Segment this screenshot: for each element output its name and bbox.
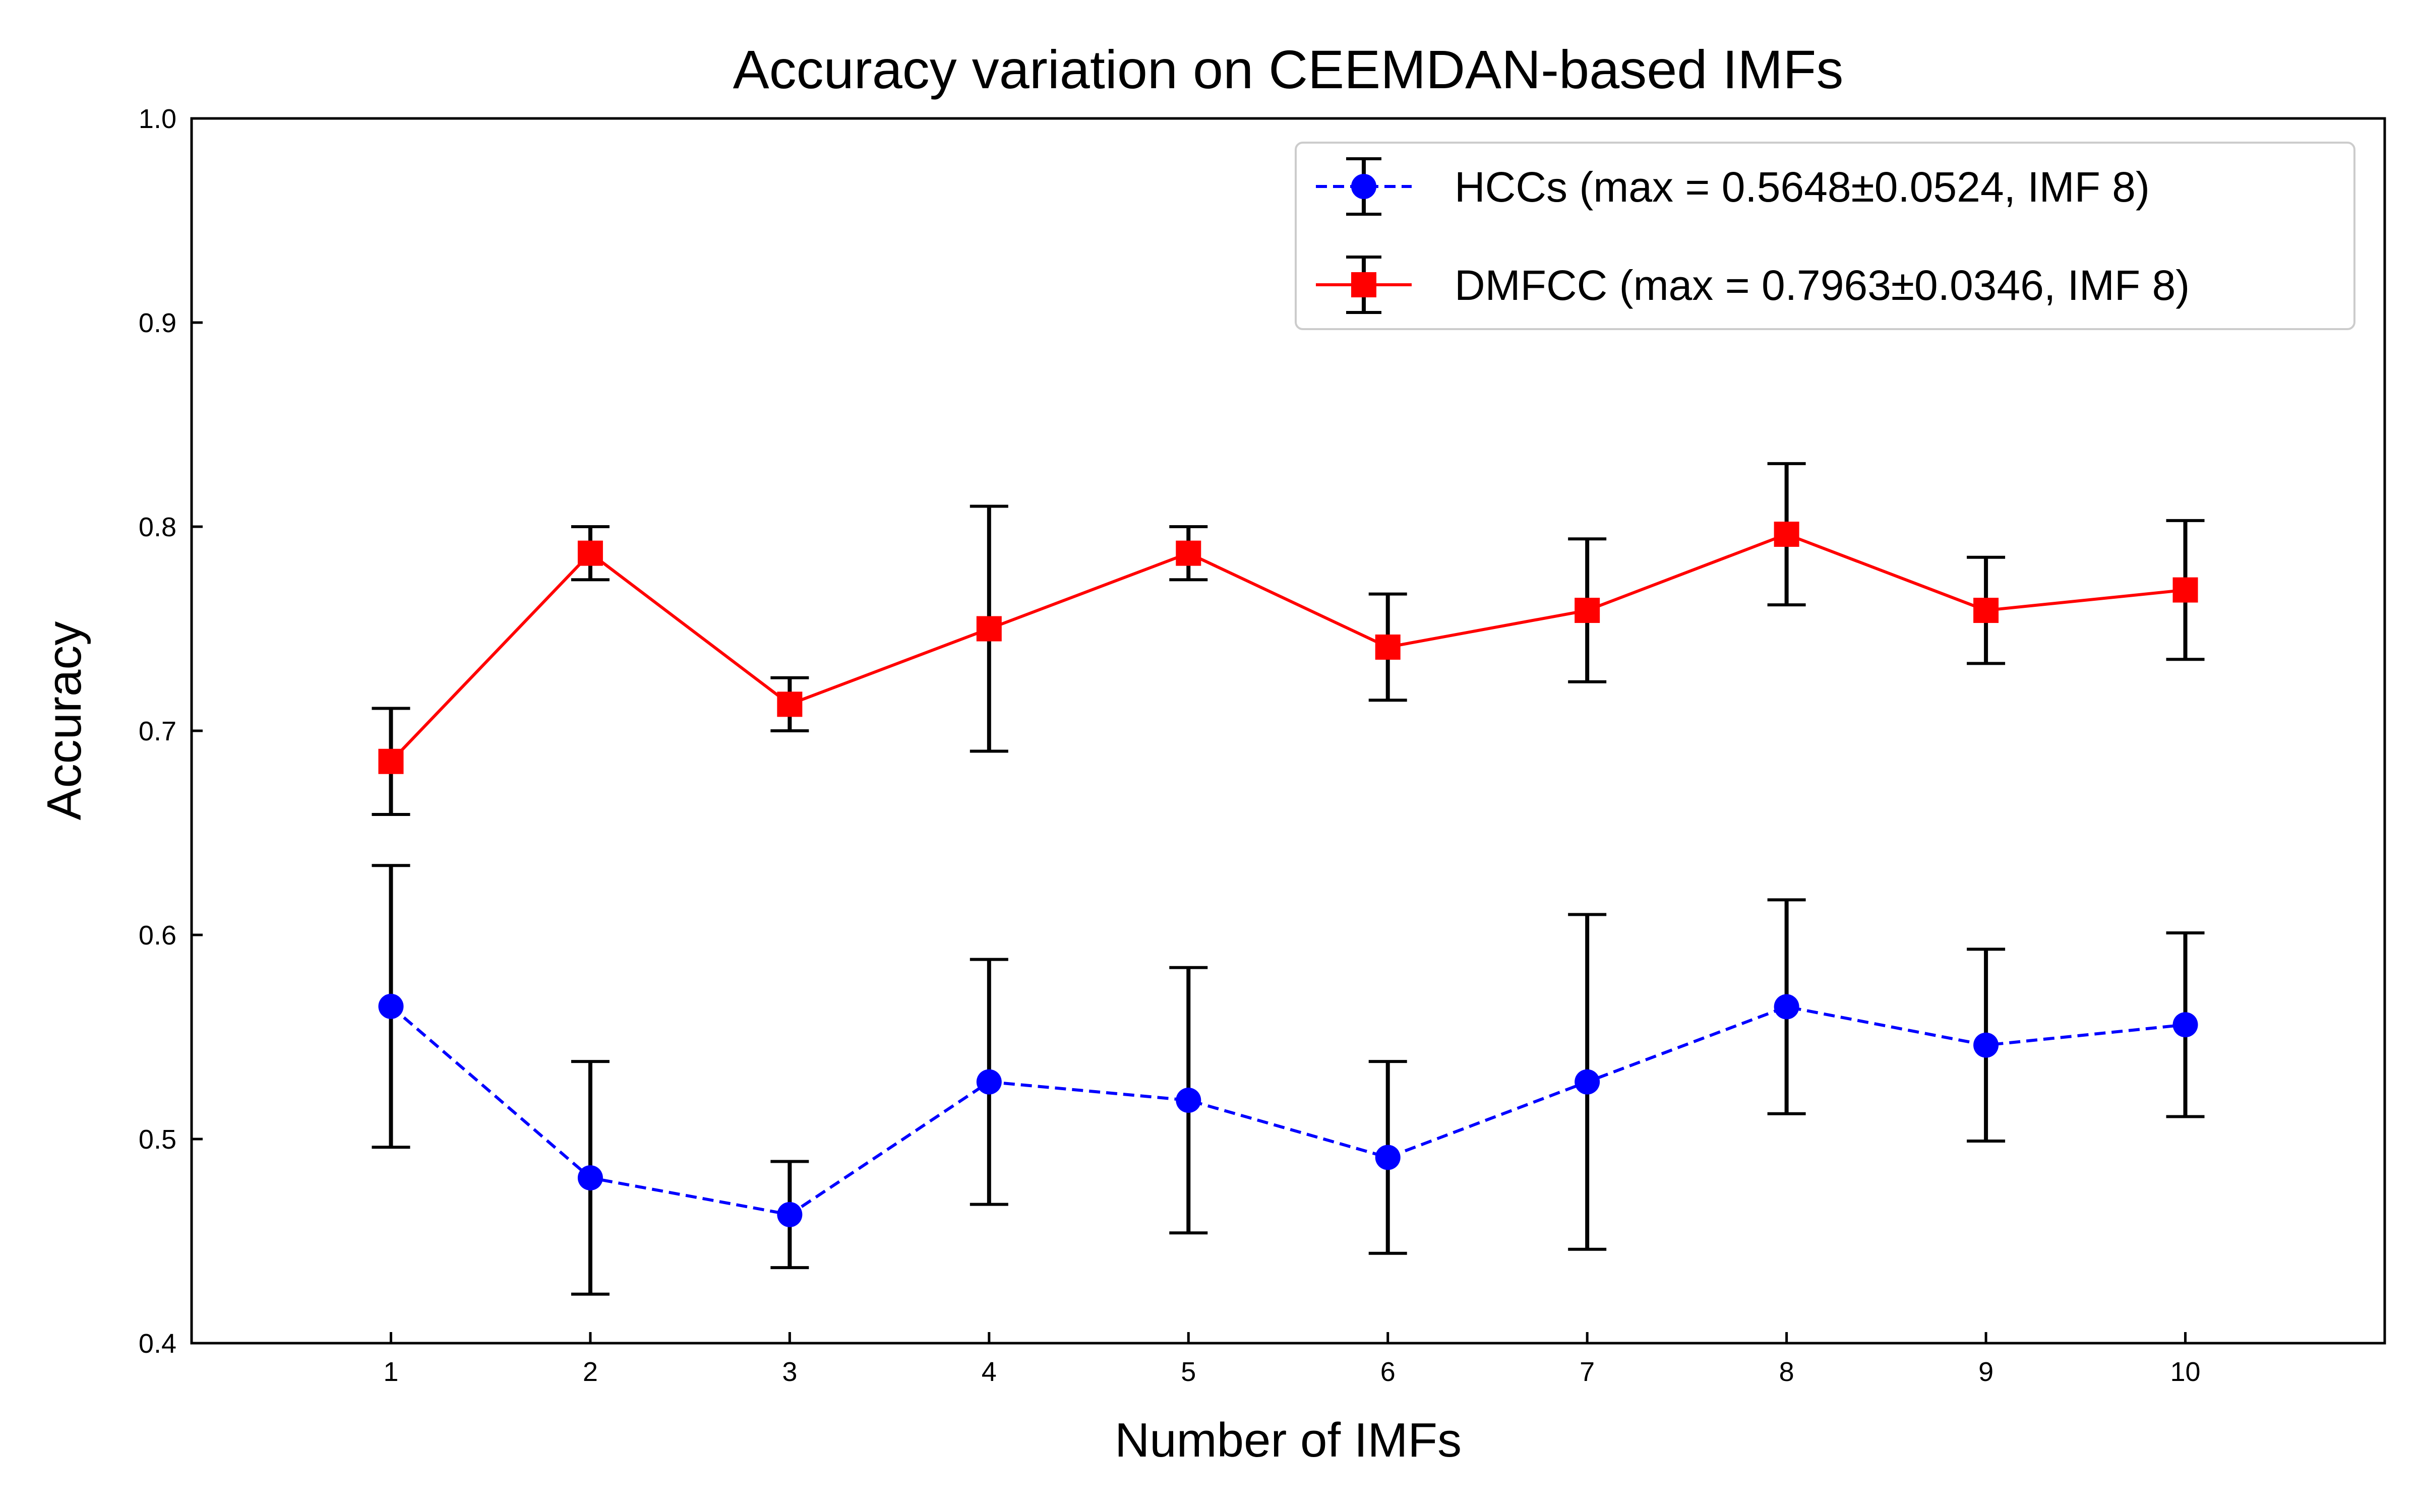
dmfcc-point-3 — [777, 691, 803, 717]
dmfcc-point-2 — [577, 540, 603, 566]
legend-item-dmfcc: DMFCC (max = 0.7963±0.0346, IMF 8) — [1316, 256, 2190, 314]
y-tick-label-0.7: 0.7 — [139, 716, 176, 746]
hccs-point-9 — [1973, 1032, 1999, 1058]
legend: HCCs (max = 0.5648±0.0524, IMF 8) DMFCC (… — [1295, 142, 2355, 330]
hccs-point-6 — [1375, 1145, 1401, 1170]
legend-marker-dmfcc — [1351, 272, 1376, 297]
hccs-point-7 — [1575, 1069, 1600, 1095]
y-tick-label-0.4: 0.4 — [139, 1329, 176, 1359]
hccs-point-2 — [577, 1165, 603, 1190]
dmfcc-point-7 — [1575, 598, 1600, 623]
dmfcc-point-1 — [378, 748, 404, 774]
series-dmfcc — [372, 462, 2205, 816]
plot-layer — [372, 462, 2205, 1296]
dmfcc-point-8 — [1774, 521, 1799, 547]
x-tick-label-4: 4 — [982, 1357, 997, 1387]
x-tick-label-6: 6 — [1380, 1357, 1396, 1387]
y-tick-label-0.5: 0.5 — [139, 1124, 176, 1155]
hccs-point-10 — [2172, 1012, 2198, 1038]
tick-layer: 1 2 3 4 5 6 7 8 9 10 0.4 0.5 0.6 0.7 0.8 0.9 1.0 — [139, 104, 2201, 1387]
x-tick-label-1: 1 — [383, 1357, 398, 1387]
legend-label-hccs: HCCs (max = 0.5648±0.0524, IMF 8) — [1455, 163, 2150, 211]
dmfcc-point-5 — [1176, 540, 1201, 566]
hccs-point-1 — [378, 993, 404, 1019]
y-tick-label-0.6: 0.6 — [139, 920, 176, 951]
x-tick-label-10: 10 — [2170, 1357, 2201, 1387]
dmfcc-point-4 — [976, 616, 1002, 642]
x-axis-title: Number of IMFs — [1115, 1413, 1462, 1467]
hccs-point-5 — [1176, 1088, 1201, 1113]
hccs-line — [390, 1005, 2186, 1217]
legend-box — [1295, 142, 2355, 330]
dmfcc-line — [390, 532, 2186, 763]
hccs-point-8 — [1774, 994, 1799, 1020]
x-tick-label-8: 8 — [1779, 1357, 1794, 1387]
hccs-point-3 — [777, 1202, 803, 1227]
dmfcc-point-9 — [1973, 598, 1999, 623]
y-tick-label-1.0: 1.0 — [139, 104, 176, 134]
legend-label-dmfcc: DMFCC (max = 0.7963±0.0346, IMF 8) — [1455, 262, 2190, 309]
x-tick-label-9: 9 — [1978, 1357, 1993, 1387]
hccs-point-4 — [976, 1069, 1002, 1095]
dmfcc-point-6 — [1375, 634, 1401, 660]
y-tick-label-0.9: 0.9 — [139, 308, 176, 338]
legend-item-hccs: HCCs (max = 0.5648±0.0524, IMF 8) — [1316, 157, 2150, 216]
x-tick-label-2: 2 — [583, 1357, 598, 1387]
x-tick-label-7: 7 — [1580, 1357, 1595, 1387]
dmfcc-point-10 — [2172, 577, 2198, 603]
legend-marker-hccs — [1351, 174, 1376, 199]
y-tick-label-0.8: 0.8 — [139, 512, 176, 542]
series-hccs — [372, 864, 2205, 1296]
x-tick-label-5: 5 — [1181, 1357, 1196, 1387]
y-axis-title: Accuracy — [37, 621, 91, 821]
x-tick-label-3: 3 — [782, 1357, 797, 1387]
chart-title: Accuracy variation on CEEMDAN-based IMFs — [733, 39, 1844, 100]
